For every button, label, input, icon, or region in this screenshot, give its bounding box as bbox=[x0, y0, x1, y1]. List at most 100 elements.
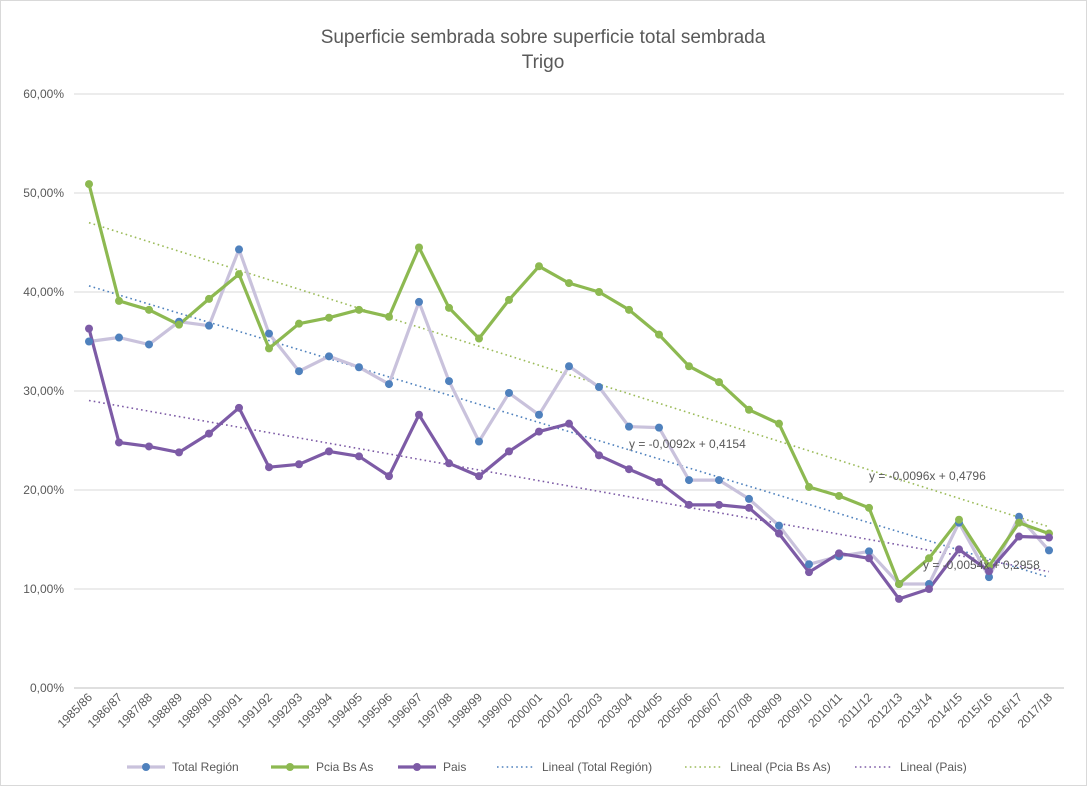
data-point bbox=[445, 459, 453, 468]
data-point bbox=[235, 270, 243, 279]
data-point bbox=[415, 243, 423, 252]
y-tick-label: 30,00% bbox=[23, 384, 64, 398]
data-point bbox=[265, 463, 273, 472]
data-point bbox=[595, 383, 603, 392]
y-tick-label: 20,00% bbox=[23, 483, 64, 497]
data-point bbox=[85, 337, 93, 346]
data-point bbox=[145, 305, 153, 314]
data-point bbox=[1015, 532, 1023, 541]
data-point bbox=[445, 303, 453, 312]
data-point bbox=[325, 313, 333, 322]
data-point bbox=[805, 560, 813, 569]
data-point bbox=[655, 478, 663, 487]
data-point bbox=[505, 447, 513, 456]
y-tick-label: 0,00% bbox=[30, 681, 64, 695]
data-point bbox=[175, 448, 183, 457]
data-point bbox=[235, 245, 243, 254]
trendline-equation: y = -0,0054x + 0,2958 bbox=[923, 558, 1040, 572]
data-point bbox=[775, 529, 783, 538]
legend-label: Total Región bbox=[172, 760, 239, 774]
trendline-equation: y = -0,0092x + 0,4154 bbox=[629, 437, 746, 451]
data-point bbox=[715, 378, 723, 387]
data-point bbox=[565, 362, 573, 371]
data-point bbox=[685, 476, 693, 485]
data-point bbox=[655, 330, 663, 339]
data-point bbox=[385, 380, 393, 389]
data-point bbox=[1045, 533, 1053, 542]
data-point bbox=[325, 352, 333, 361]
y-tick-label: 50,00% bbox=[23, 186, 64, 200]
data-point bbox=[505, 295, 513, 304]
data-point bbox=[415, 297, 423, 306]
legend-label: Lineal (Pais) bbox=[900, 760, 967, 774]
data-point bbox=[205, 429, 213, 438]
data-point bbox=[865, 547, 873, 556]
data-point bbox=[595, 451, 603, 460]
data-point bbox=[115, 438, 123, 447]
data-point bbox=[145, 340, 153, 349]
legend-marker bbox=[142, 763, 150, 771]
series-line bbox=[87, 183, 1050, 586]
data-point bbox=[535, 410, 543, 419]
data-point bbox=[865, 554, 873, 563]
data-point bbox=[475, 437, 483, 446]
data-point bbox=[685, 500, 693, 509]
data-point bbox=[1015, 518, 1023, 527]
data-point bbox=[715, 500, 723, 509]
data-point bbox=[145, 442, 153, 451]
data-point bbox=[385, 472, 393, 481]
data-point bbox=[865, 503, 873, 512]
data-point bbox=[385, 312, 393, 321]
data-point bbox=[445, 377, 453, 386]
data-point bbox=[295, 367, 303, 376]
data-point bbox=[715, 476, 723, 485]
data-point bbox=[85, 180, 93, 189]
legend-label: Lineal (Pcia Bs As) bbox=[730, 760, 831, 774]
data-point bbox=[355, 452, 363, 461]
chart-title: Superficie sembrada sobre superficie tot… bbox=[321, 27, 766, 48]
data-point bbox=[325, 447, 333, 456]
legend-marker bbox=[413, 763, 421, 771]
data-point bbox=[175, 320, 183, 329]
data-point bbox=[265, 344, 273, 353]
data-point bbox=[745, 494, 753, 503]
data-point bbox=[205, 294, 213, 303]
data-point bbox=[475, 472, 483, 481]
data-point bbox=[235, 403, 243, 412]
data-point bbox=[355, 363, 363, 372]
data-point bbox=[775, 521, 783, 530]
data-point bbox=[1015, 512, 1023, 521]
legend-label: Pais bbox=[443, 760, 466, 774]
data-point bbox=[805, 568, 813, 577]
data-point bbox=[745, 405, 753, 414]
y-tick-label: 10,00% bbox=[23, 582, 64, 596]
data-point bbox=[625, 422, 633, 431]
y-tick-label: 60,00% bbox=[23, 87, 64, 101]
legend-label: Pcia Bs As bbox=[316, 760, 373, 774]
data-point bbox=[535, 262, 543, 271]
data-point bbox=[85, 324, 93, 333]
data-point bbox=[205, 321, 213, 330]
trendline-equation: y = -0,0096x + 0,4796 bbox=[869, 469, 986, 483]
data-point bbox=[625, 305, 633, 314]
data-point bbox=[745, 503, 753, 512]
trendline bbox=[88, 399, 1050, 573]
data-point bbox=[775, 419, 783, 428]
trendline bbox=[88, 285, 1050, 579]
data-point bbox=[985, 567, 993, 576]
data-point bbox=[955, 545, 963, 554]
series-line bbox=[88, 247, 1051, 586]
data-point bbox=[295, 460, 303, 469]
data-point bbox=[895, 580, 903, 589]
data-point bbox=[805, 483, 813, 492]
data-point bbox=[625, 465, 633, 474]
data-point bbox=[655, 423, 663, 432]
data-point bbox=[925, 585, 933, 593]
data-point bbox=[1045, 546, 1053, 555]
data-point bbox=[535, 427, 543, 436]
data-point bbox=[265, 329, 273, 338]
data-point bbox=[985, 573, 993, 582]
data-point bbox=[565, 279, 573, 288]
